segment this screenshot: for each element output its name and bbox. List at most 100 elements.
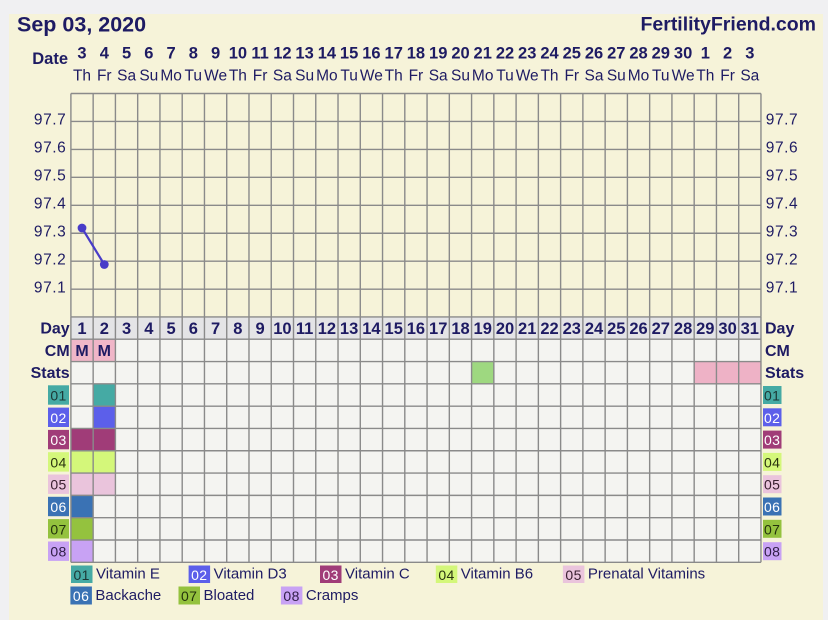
svg-text:26: 26 — [585, 45, 603, 63]
svg-text:15: 15 — [340, 45, 358, 63]
svg-text:10: 10 — [273, 320, 291, 338]
svg-text:25: 25 — [563, 45, 581, 63]
svg-text:97.5: 97.5 — [34, 168, 66, 185]
svg-text:Mo: Mo — [628, 67, 650, 84]
svg-text:17: 17 — [385, 45, 403, 63]
svg-text:28: 28 — [674, 320, 692, 338]
svg-text:We: We — [516, 67, 539, 84]
svg-text:3: 3 — [77, 45, 86, 63]
svg-text:M: M — [98, 343, 111, 360]
svg-text:Fr: Fr — [564, 67, 579, 84]
svg-text:97.1: 97.1 — [766, 279, 798, 296]
svg-text:28: 28 — [629, 45, 647, 63]
svg-text:16: 16 — [362, 45, 380, 63]
svg-text:08: 08 — [283, 588, 299, 604]
svg-text:06: 06 — [764, 499, 780, 515]
svg-text:30: 30 — [674, 45, 692, 63]
svg-text:17: 17 — [429, 320, 447, 338]
svg-text:Vitamin C: Vitamin C — [345, 566, 410, 583]
svg-text:7: 7 — [211, 320, 220, 338]
svg-text:8: 8 — [189, 45, 198, 63]
svg-text:21: 21 — [518, 320, 536, 338]
svg-text:97.4: 97.4 — [34, 196, 66, 213]
svg-text:Fr: Fr — [253, 67, 268, 84]
svg-text:Day: Day — [40, 321, 69, 338]
svg-text:97.2: 97.2 — [766, 252, 798, 269]
svg-text:3: 3 — [745, 45, 754, 63]
svg-text:14: 14 — [362, 320, 381, 338]
svg-text:Fr: Fr — [97, 67, 112, 84]
svg-text:07: 07 — [181, 588, 197, 604]
svg-text:2: 2 — [723, 45, 732, 63]
svg-text:23: 23 — [563, 320, 581, 338]
svg-text:CM: CM — [45, 343, 70, 360]
svg-text:05: 05 — [764, 477, 780, 493]
svg-text:Day: Day — [765, 321, 794, 338]
svg-text:4: 4 — [144, 320, 154, 338]
svg-text:07: 07 — [50, 521, 66, 537]
svg-text:CM: CM — [765, 343, 790, 360]
svg-text:23: 23 — [518, 45, 536, 63]
svg-text:Vitamin B6: Vitamin B6 — [461, 566, 533, 583]
svg-text:02: 02 — [191, 567, 207, 583]
svg-text:03: 03 — [764, 432, 780, 448]
svg-text:24: 24 — [540, 45, 559, 63]
svg-text:08: 08 — [764, 544, 780, 560]
svg-text:01: 01 — [74, 567, 90, 583]
svg-text:Sa: Sa — [117, 67, 136, 84]
svg-text:4: 4 — [100, 45, 110, 63]
svg-text:27: 27 — [607, 45, 625, 63]
svg-text:Cramps: Cramps — [306, 587, 359, 604]
svg-text:7: 7 — [167, 45, 176, 63]
svg-text:Vitamin E: Vitamin E — [96, 566, 160, 583]
svg-text:20: 20 — [451, 45, 469, 63]
svg-text:Su: Su — [451, 67, 470, 84]
svg-text:Su: Su — [607, 67, 626, 84]
svg-text:22: 22 — [540, 320, 558, 338]
svg-text:Tu: Tu — [652, 67, 670, 84]
svg-text:2: 2 — [100, 320, 109, 338]
svg-text:07: 07 — [764, 521, 780, 537]
svg-text:97.6: 97.6 — [34, 140, 66, 157]
svg-text:Mo: Mo — [160, 67, 182, 84]
svg-text:97.7: 97.7 — [34, 112, 66, 129]
svg-text:9: 9 — [256, 320, 265, 338]
svg-text:Date: Date — [32, 50, 68, 68]
svg-text:25: 25 — [607, 320, 625, 338]
svg-text:97.3: 97.3 — [34, 224, 66, 241]
svg-text:9: 9 — [211, 45, 220, 63]
svg-text:26: 26 — [629, 320, 647, 338]
svg-text:M: M — [75, 343, 88, 360]
svg-text:24: 24 — [585, 320, 604, 338]
svg-text:FertilityFriend.com: FertilityFriend.com — [640, 14, 816, 36]
svg-text:29: 29 — [652, 45, 670, 63]
svg-text:8: 8 — [233, 320, 242, 338]
svg-text:18: 18 — [407, 45, 425, 63]
svg-text:06: 06 — [73, 588, 89, 604]
svg-text:Sep 03, 2020: Sep 03, 2020 — [17, 13, 146, 37]
svg-text:Sa: Sa — [429, 67, 448, 84]
svg-text:01: 01 — [764, 388, 780, 404]
svg-text:Stats: Stats — [765, 365, 804, 382]
svg-text:02: 02 — [764, 410, 780, 426]
svg-text:Th: Th — [229, 67, 247, 84]
svg-text:We: We — [360, 67, 383, 84]
svg-text:Tu: Tu — [340, 67, 358, 84]
svg-text:Sa: Sa — [740, 67, 759, 84]
svg-text:Th: Th — [385, 67, 403, 84]
svg-text:15: 15 — [385, 320, 403, 338]
svg-text:21: 21 — [474, 45, 492, 63]
svg-text:97.2: 97.2 — [34, 252, 66, 269]
svg-text:We: We — [204, 67, 227, 84]
svg-text:3: 3 — [122, 320, 131, 338]
svg-text:6: 6 — [189, 320, 198, 338]
svg-text:Tu: Tu — [185, 67, 203, 84]
svg-text:04: 04 — [764, 454, 780, 470]
svg-text:29: 29 — [696, 320, 714, 338]
svg-text:Th: Th — [540, 67, 558, 84]
svg-text:We: We — [672, 67, 695, 84]
svg-text:Th: Th — [73, 67, 91, 84]
svg-text:03: 03 — [50, 432, 66, 448]
svg-text:13: 13 — [295, 45, 313, 63]
svg-text:01: 01 — [50, 388, 66, 404]
